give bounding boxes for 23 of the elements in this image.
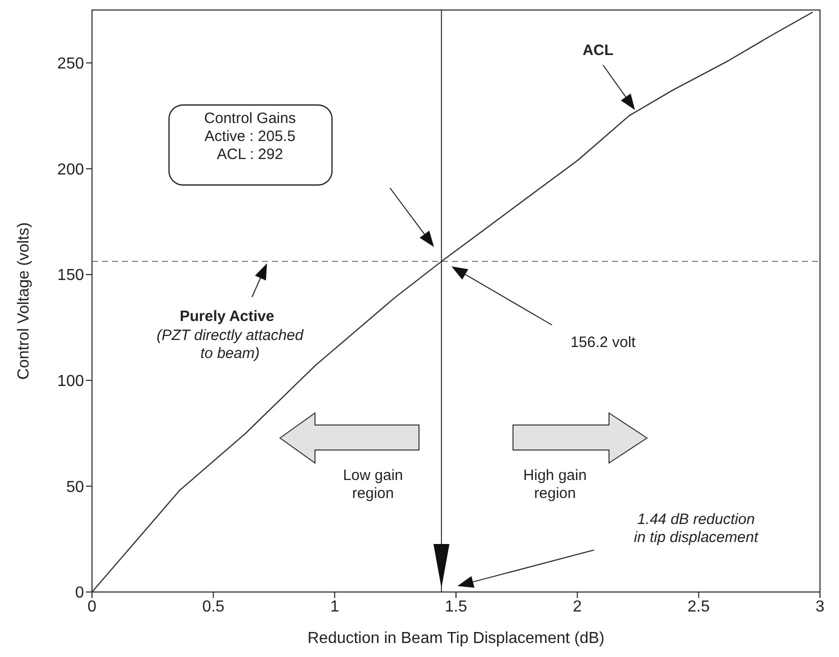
y-axis-title: Control Voltage (volts) [16, 222, 32, 380]
x-tick-label: 1 [330, 598, 340, 616]
x-axis-title: Reduction in Beam Tip Displacement (dB) [307, 630, 605, 647]
text: ACL [582, 42, 614, 59]
annotation: 156.2 volt [570, 334, 636, 351]
y-tick-label: 0 [75, 584, 84, 602]
x-tick-label: 3 [816, 598, 825, 616]
annotation: (PZT directly attached to beam) [156, 327, 304, 362]
annotation: Low gain region [342, 467, 404, 502]
y-tick-label: 100 [57, 373, 84, 390]
x-tick-label: 2.5 [688, 598, 710, 616]
annotation: 1.44 dB reduction in tip displacement [634, 511, 759, 546]
annotation: Purely Active [180, 308, 274, 325]
y-tick-label: 150 [57, 267, 84, 284]
y-tick-label: 250 [57, 56, 84, 73]
x-tick-label: 0 [88, 598, 97, 616]
x-tick-label: 0.5 [202, 598, 225, 616]
y-tick-label: 200 [57, 161, 84, 178]
x-tick-label: 1.5 [444, 598, 468, 616]
annotation: High gain region [523, 467, 587, 502]
annotation: Control Gains Active : 205.5 ACL : 292 [204, 110, 296, 163]
x-tick-label: 2 [572, 598, 582, 616]
y-tick-label: 50 [66, 478, 84, 496]
